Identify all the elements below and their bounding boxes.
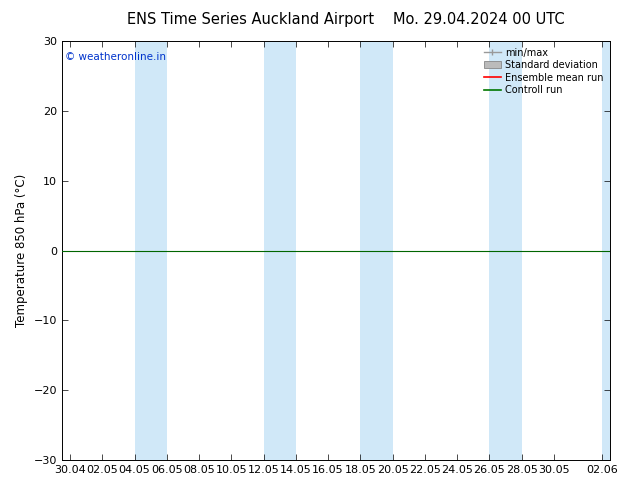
Bar — [489, 41, 522, 460]
Bar — [264, 41, 296, 460]
Text: Mo. 29.04.2024 00 UTC: Mo. 29.04.2024 00 UTC — [393, 12, 565, 27]
Y-axis label: Temperature 850 hPa (°C): Temperature 850 hPa (°C) — [15, 174, 28, 327]
Bar — [360, 41, 392, 460]
Text: © weatheronline.in: © weatheronline.in — [65, 51, 165, 62]
Legend: min/max, Standard deviation, Ensemble mean run, Controll run: min/max, Standard deviation, Ensemble me… — [482, 46, 605, 97]
Text: ENS Time Series Auckland Airport: ENS Time Series Auckland Airport — [127, 12, 374, 27]
Bar — [602, 41, 611, 460]
Bar — [134, 41, 167, 460]
